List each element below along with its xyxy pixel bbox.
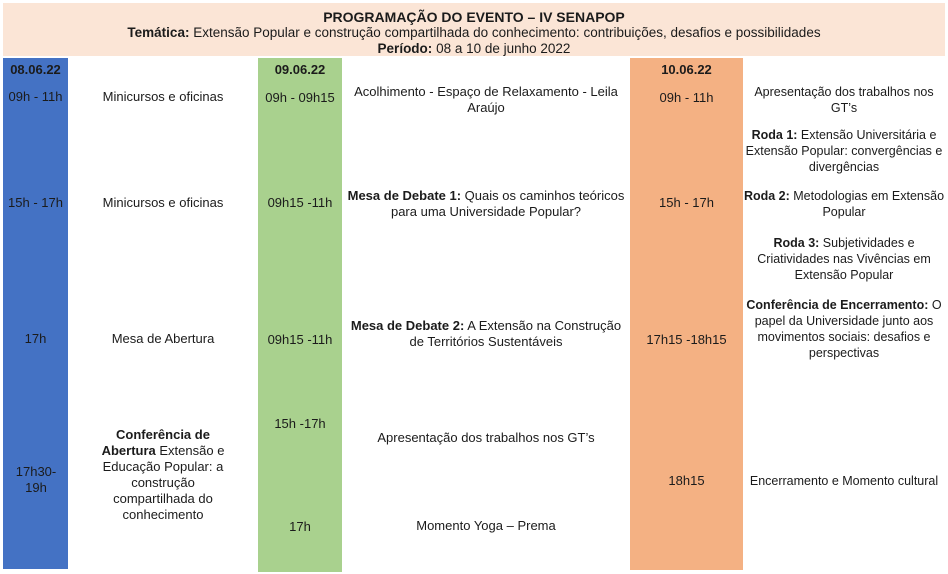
day2-row2-desc-bold: Mesa de Debate 1: [347,188,462,203]
day3-roda1-bold: Roda 1: [751,128,798,142]
day3-row1-desc: Apresentação dos trabalhos nos GT’s [754,85,934,115]
day1-row4-time: 17h30-19h [15,464,57,495]
program-header: PROGRAMAÇÃO DO EVENTO – IV SENAPOP Temát… [3,3,945,56]
day2-date: 09.06.22 [274,62,326,77]
day1-row4-desc: Conferência de Abertura Extensão e Educa… [93,427,233,523]
day1-row2-time: 15h - 17h [8,195,63,210]
day3-roda3-text: Subjetividades e Criatividades nas Vivên… [757,236,931,282]
day3-row2-time: 15h - 17h [659,195,714,210]
day3-row1-time: 09h - 11h [659,90,714,105]
day3-time-column [630,58,743,570]
day3-date: 10.06.22 [661,62,712,77]
day1-date: 08.06.22 [10,62,61,77]
day3-row3-time: 17h15 -18h15 [646,332,727,347]
day2-row1-desc: Acolhimento - Espaço de Relaxamento - Le… [354,84,618,115]
day1-row3-desc: Mesa de Abertura [111,331,215,346]
program-title: PROGRAMAÇÃO DO EVENTO – IV SENAPOP [323,9,625,25]
day3-conference-text: O papel da Universidade junto aos movime… [754,298,942,360]
day2-row3-time: 09h15 -11h [267,332,333,347]
program-theme: Temática: Extensão Popular e construção … [3,25,945,41]
period-text: 08 a 10 de junho 2022 [432,41,571,56]
day2-row2-time: 09h15 -11h [267,195,333,210]
day2-time-column [258,58,342,572]
program-period: Período: 08 a 10 de junho 2022 [3,41,945,57]
day2-row4-desc: Apresentação dos trabalhos nos GT’s [377,430,595,445]
day2-row4-time: 15h -17h [274,416,326,431]
day1-row3-time: 17h [24,331,47,346]
day2-row3-desc-text: A Extensão na Construção de Territórios … [409,318,622,349]
day1-row1-desc: Minicursos e oficinas [102,89,224,104]
day3-roda2-text: Metodologias em Extensão Popular [789,189,945,219]
theme-text: Extensão Popular e construção compartilh… [189,25,821,40]
day1-row4-desc-text: Extensão e Educação Popular: a construçã… [102,443,225,522]
day1-row1-time: 09h - 11h [8,89,63,104]
day3-roda1-text: Extensão Universitária e Extensão Popula… [745,128,943,174]
day2-row1-time: 09h - 09h15 [265,90,335,105]
day3-roda3-bold: Roda 3: [773,236,820,250]
day2-row2-desc-text: Quais os caminhos teóricos para uma Univ… [390,188,625,219]
day1-time-column [3,58,68,569]
day3-roda2-bold: Roda 2: [743,189,790,203]
day1-row4-desc-bold: Conferência de Abertura [101,427,210,458]
day2-row5-time: 17h [289,519,311,534]
day2-row3-desc: Mesa de Debate 2: A Extensão na Construç… [346,318,626,350]
theme-label: Temática: [127,25,190,40]
day3-conference-desc: Conferência de Encerramento: O papel da … [743,297,945,361]
day3-roda3-desc: Roda 3: Subjetividades e Criatividades n… [743,235,945,283]
day3-conference-bold: Conferência de Encerramento: [746,298,929,312]
day3-roda1-desc: Roda 1: Extensão Universitária e Extensã… [743,127,945,175]
day3-row4-time: 18h15 [668,473,705,488]
day3-roda2-desc: Roda 2: Metodologias em Extensão Popular [743,188,945,220]
day1-row2-desc: Minicursos e oficinas [102,195,224,210]
day2-row2-desc: Mesa de Debate 1: Quais os caminhos teór… [346,188,626,220]
period-label: Período: [377,41,433,56]
day2-row3-desc-bold: Mesa de Debate 2: [350,318,465,333]
day3-row4-desc: Encerramento e Momento cultural [749,474,939,488]
day2-row5-desc: Momento Yoga – Prema [416,518,556,533]
